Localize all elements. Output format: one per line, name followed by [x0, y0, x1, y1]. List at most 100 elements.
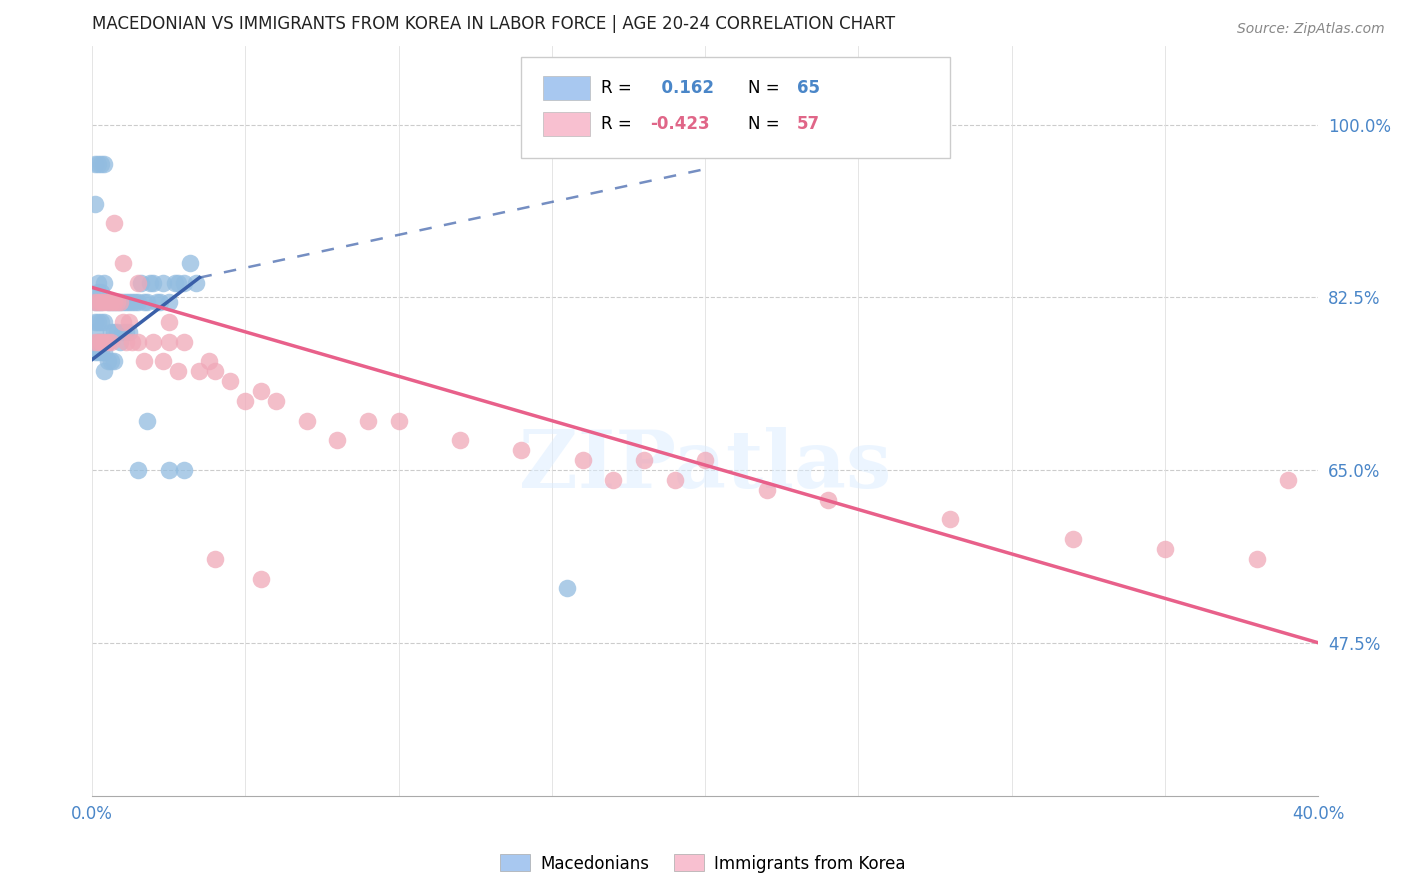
Point: [108, 295, 131, 310]
Point: [105, 295, 128, 310]
Text: MACEDONIAN VS IMMIGRANTS FROM KOREA IN LABOR FORCE | AGE 20-24 CORRELATION CHART: MACEDONIAN VS IMMIGRANTS FROM KOREA IN L…: [93, 15, 896, 33]
Point: [100, 354, 122, 368]
Point: [121, 295, 143, 310]
Point: [93, 364, 115, 378]
FancyBboxPatch shape: [543, 112, 591, 136]
Point: [127, 295, 149, 310]
Point: [121, 334, 143, 349]
Point: [173, 276, 195, 290]
Point: [152, 276, 174, 290]
Point: [103, 295, 125, 310]
Text: Source: ZipAtlas.com: Source: ZipAtlas.com: [1237, 22, 1385, 37]
Point: [105, 325, 128, 339]
Point: [115, 295, 138, 310]
Text: N =: N =: [748, 115, 780, 133]
Point: [87, 315, 110, 329]
Point: [111, 325, 134, 339]
Point: [157, 315, 180, 329]
Point: [555, 582, 578, 596]
Point: [84, 334, 107, 349]
Point: [388, 414, 411, 428]
Point: [100, 325, 122, 339]
Point: [204, 552, 226, 566]
Point: [87, 295, 110, 310]
Point: [571, 453, 593, 467]
Point: [96, 295, 118, 310]
Point: [139, 276, 162, 290]
Point: [84, 157, 107, 171]
Legend: Macedonians, Immigrants from Korea: Macedonians, Immigrants from Korea: [494, 847, 912, 880]
Text: N =: N =: [748, 79, 780, 97]
Point: [93, 157, 115, 171]
Point: [179, 256, 201, 270]
Point: [149, 295, 172, 310]
Point: [357, 414, 380, 428]
Point: [127, 276, 149, 290]
Point: [111, 256, 134, 270]
Point: [235, 394, 257, 409]
Point: [93, 276, 115, 290]
Point: [84, 315, 107, 329]
Point: [219, 374, 242, 388]
Point: [93, 334, 115, 349]
Point: [93, 344, 115, 359]
Point: [111, 315, 134, 329]
Point: [87, 157, 110, 171]
Point: [127, 463, 149, 477]
Point: [103, 325, 125, 339]
Point: [510, 443, 533, 458]
Point: [186, 276, 208, 290]
Point: [93, 295, 115, 310]
Text: ZIPatlas: ZIPatlas: [519, 426, 891, 505]
Point: [90, 315, 112, 329]
Point: [90, 295, 112, 310]
Point: [84, 196, 107, 211]
Text: -0.423: -0.423: [650, 115, 710, 133]
Point: [157, 334, 180, 349]
FancyBboxPatch shape: [522, 57, 950, 158]
Point: [100, 334, 122, 349]
Point: [197, 354, 219, 368]
Text: 65: 65: [797, 79, 820, 97]
Point: [103, 295, 125, 310]
Point: [100, 295, 122, 310]
Point: [173, 334, 195, 349]
Point: [152, 354, 174, 368]
Point: [103, 354, 125, 368]
Point: [136, 414, 159, 428]
Point: [87, 295, 110, 310]
Point: [93, 315, 115, 329]
Point: [1062, 532, 1084, 546]
Point: [142, 334, 165, 349]
Point: [87, 276, 110, 290]
Point: [118, 295, 141, 310]
Point: [127, 334, 149, 349]
Point: [163, 276, 186, 290]
Point: [87, 285, 110, 300]
Point: [142, 276, 165, 290]
Point: [249, 572, 271, 586]
Point: [295, 414, 318, 428]
Point: [136, 295, 159, 310]
Point: [264, 394, 287, 409]
Point: [134, 354, 156, 368]
Point: [108, 295, 131, 310]
Point: [111, 295, 134, 310]
Point: [84, 325, 107, 339]
Point: [90, 295, 112, 310]
Point: [145, 295, 167, 310]
Point: [118, 325, 141, 339]
Point: [96, 334, 118, 349]
Point: [1277, 473, 1299, 487]
Point: [695, 453, 717, 467]
Point: [134, 295, 156, 310]
Point: [167, 364, 190, 378]
Point: [96, 354, 118, 368]
Point: [115, 325, 138, 339]
Point: [449, 434, 471, 448]
Point: [90, 285, 112, 300]
Point: [939, 512, 962, 526]
Text: 57: 57: [797, 115, 820, 133]
Point: [90, 334, 112, 349]
Point: [90, 334, 112, 349]
